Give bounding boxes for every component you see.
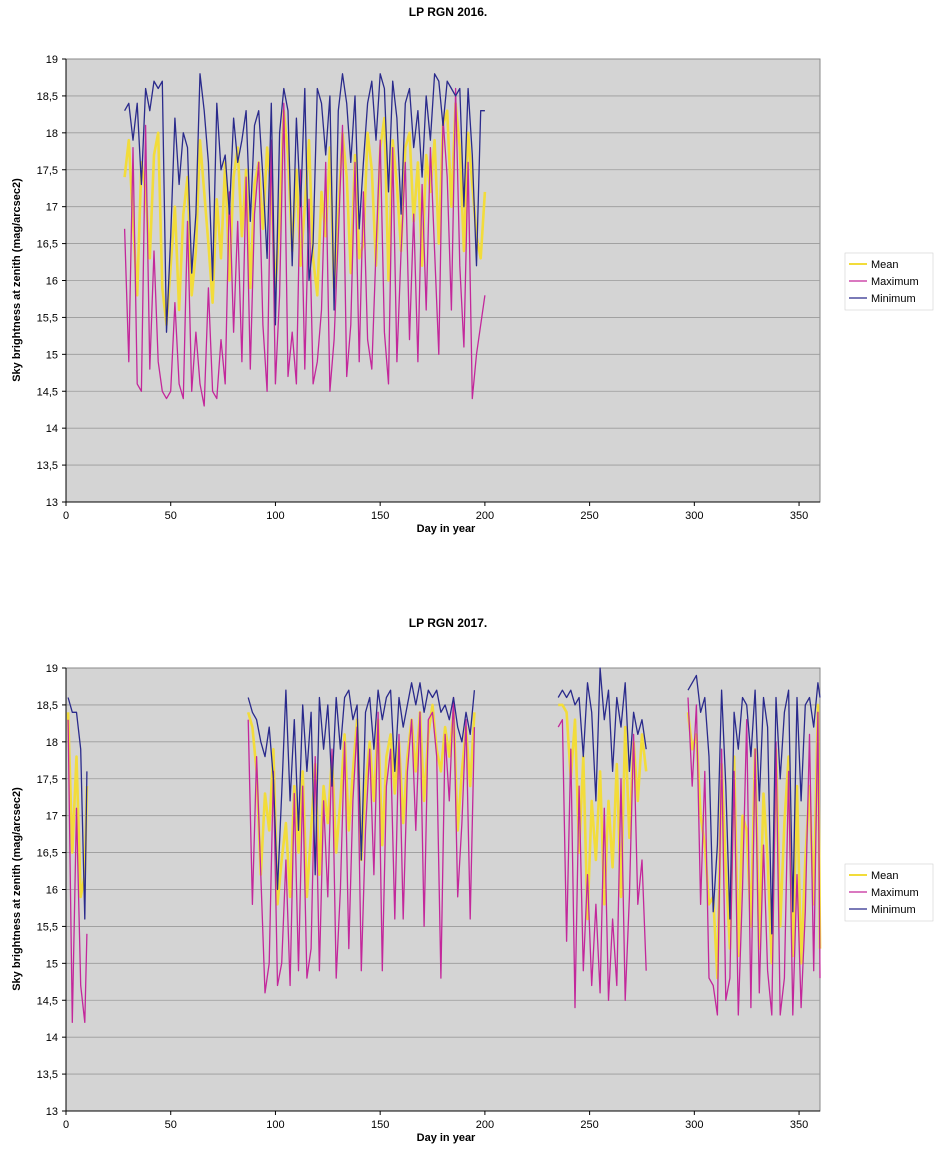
series-line-minimum <box>247 682 476 891</box>
legend-label-minimum: Minimum <box>871 293 916 305</box>
x-tick-label: 200 <box>476 1119 494 1131</box>
y-axis-label: Sky brightness at zenith (mag/arcsec2) <box>11 787 23 991</box>
y-axis-label: Sky brightness at zenith (mag/arcsec2) <box>11 178 23 382</box>
x-tick-label: 300 <box>685 1119 703 1131</box>
x-tick-label: 100 <box>266 510 284 522</box>
legend-label-maximum: Maximum <box>871 887 919 899</box>
x-tick-label: 0 <box>63 1119 69 1131</box>
y-tick-label: 17 <box>46 202 58 214</box>
x-tick-label: 150 <box>371 1119 389 1131</box>
y-tick-label: 14,5 <box>37 995 58 1007</box>
legend: Mean Maximum Minimum <box>844 863 934 922</box>
y-tick-label: 13 <box>46 1106 58 1118</box>
chart-2017: LP RGN 2017. 13 13,5 14 14,5 15 15,5 16 16,5 17 17… <box>11 616 934 1144</box>
x-axis-label: Day in year <box>417 523 476 535</box>
series-line-minimum <box>557 667 647 802</box>
chart-2016: LP RGN 2016. 13 13,5 14 14,5 15 15,5 16 16,5 17 17… <box>11 5 934 535</box>
y-tick-label: 14 <box>46 1032 58 1044</box>
x-axis-label: Day in year <box>417 1132 476 1144</box>
y-tick-label: 15,5 <box>37 312 58 324</box>
legend-label-minimum: Minimum <box>871 904 916 916</box>
chart-title: LP RGN 2017. <box>409 616 487 630</box>
y-tick-label: 14 <box>46 423 58 435</box>
series-line-mean <box>123 102 487 327</box>
y-tick-label: 17 <box>46 811 58 823</box>
y-tick-label: 18,5 <box>37 91 58 103</box>
series-line-mean <box>558 703 648 921</box>
legend-label-mean: Mean <box>871 870 899 882</box>
legend-label-mean: Mean <box>871 259 899 271</box>
y-tick-label: 14,5 <box>37 386 58 398</box>
x-tick-label: 350 <box>790 510 808 522</box>
series-line-maximum <box>67 719 88 1024</box>
x-tick-label: 50 <box>165 1119 177 1131</box>
x-tick-label: 250 <box>580 510 598 522</box>
y-tick-label: 16 <box>46 276 58 288</box>
x-tick-label: 300 <box>685 510 703 522</box>
x-tick-label: 150 <box>371 510 389 522</box>
y-tick-label: 18 <box>46 737 58 749</box>
y-tick-label: 16 <box>46 885 58 897</box>
y-tick-label: 16,5 <box>37 848 58 860</box>
series-line-maximum <box>123 87 486 407</box>
y-tick-label: 15,5 <box>37 921 58 933</box>
y-tick-label: 13,5 <box>37 1069 58 1081</box>
y-tick-label: 18,5 <box>37 700 58 712</box>
x-tick-label: 250 <box>580 1119 598 1131</box>
legend: Mean Maximum Minimum <box>844 252 934 311</box>
y-tick-label: 17,5 <box>37 165 58 177</box>
y-tick-label: 13 <box>46 497 58 509</box>
y-tick-label: 15 <box>46 958 58 970</box>
chart-title: LP RGN 2016. <box>409 5 487 19</box>
y-tick-label: 13,5 <box>37 460 58 472</box>
y-tick-label: 19 <box>46 54 58 66</box>
series-line-minimum <box>67 697 88 920</box>
series-line-maximum <box>687 697 821 1016</box>
x-tick-label: 350 <box>790 1119 808 1131</box>
y-tick-label: 19 <box>46 663 58 675</box>
x-tick-label: 100 <box>266 1119 284 1131</box>
x-tick-label: 200 <box>476 510 494 522</box>
y-tick-label: 17,5 <box>37 774 58 786</box>
x-tick-label: 50 <box>165 510 177 522</box>
y-tick-label: 18 <box>46 128 58 140</box>
y-tick-label: 15 <box>46 349 58 361</box>
series-line-maximum <box>247 696 476 994</box>
y-tick-label: 16,5 <box>37 239 58 251</box>
series-line-minimum <box>124 73 485 333</box>
series-line-minimum <box>687 674 821 935</box>
x-tick-label: 0 <box>63 510 69 522</box>
series-line-maximum <box>557 719 647 1009</box>
legend-label-maximum: Maximum <box>871 276 919 288</box>
